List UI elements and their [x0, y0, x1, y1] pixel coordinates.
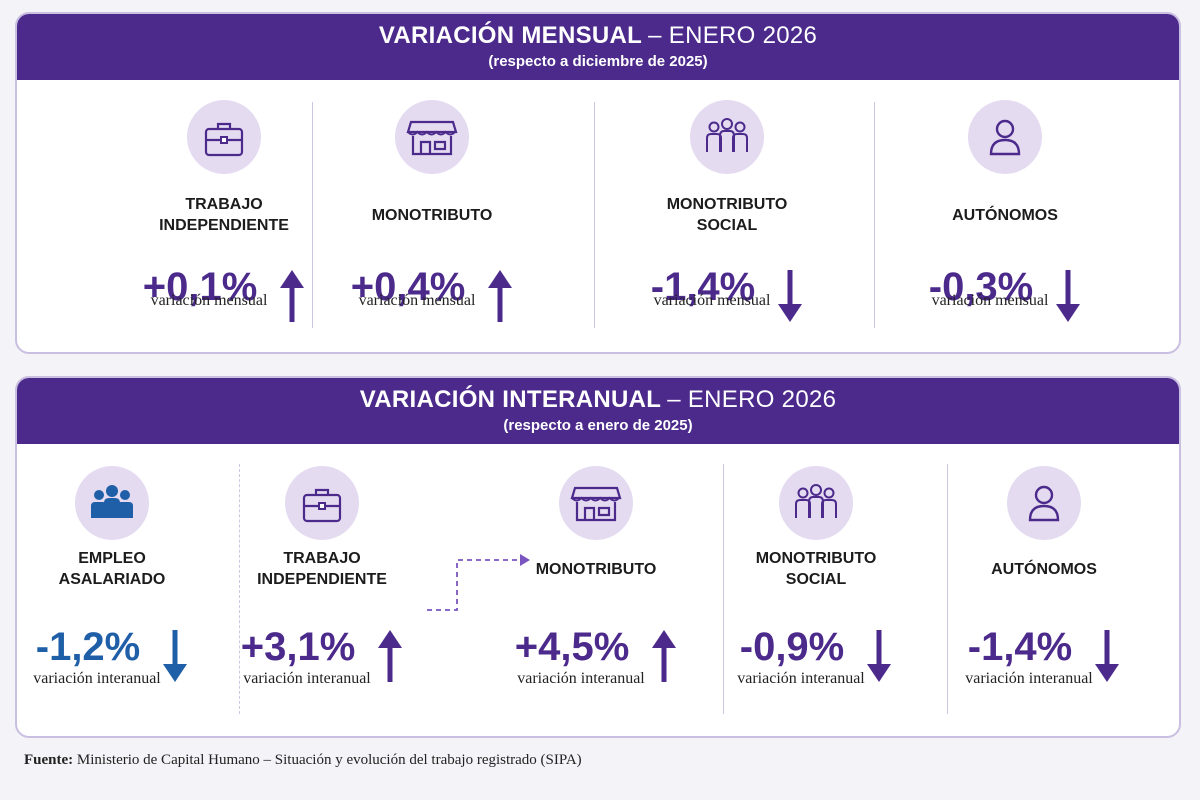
icon-graphic [204, 122, 244, 157]
value-row: +4,5% [481, 610, 711, 684]
indicator-caption: variación mensual [358, 292, 476, 309]
monthly-panel: VARIACIÓN MENSUAL – ENERO 2026 (respecto … [15, 12, 1181, 354]
divider [723, 464, 724, 714]
divider [239, 464, 240, 714]
icon-graphic [706, 118, 748, 152]
icon [559, 466, 633, 540]
indicator-value: +0,4% [350, 264, 466, 309]
arrow-down [163, 630, 188, 682]
arrow-down [1056, 270, 1081, 322]
indicator-caption: variación interanual [737, 670, 865, 687]
divider [594, 102, 595, 328]
icon-graphic [91, 485, 133, 518]
indicator-label: AUTÓNOMOS [991, 560, 1097, 578]
indicator-label: MONOTRIBUTO SOCIAL [755, 550, 877, 588]
source-label: Fuente: [24, 752, 74, 768]
title-period: – ENERO 2026 [667, 386, 837, 413]
indicator-value: -1,2% [35, 624, 141, 669]
value-row: -1,2% [17, 610, 227, 684]
panel-title: VARIACIÓN INTERANUAL – ENERO 2026 [17, 386, 1179, 414]
value-row: +0,4% [317, 250, 547, 324]
indicator-value: +0,1% [142, 264, 258, 309]
arrow-up [652, 630, 677, 682]
divider [312, 102, 313, 328]
indicator-caption: variación mensual [653, 292, 771, 309]
panel-subtitle: (respecto a diciembre de 2025) [488, 53, 708, 70]
divider [947, 464, 948, 714]
panel-title: VARIACIÓN MENSUAL – ENERO 2026 [17, 22, 1179, 50]
flow-arrow [427, 554, 530, 611]
indicator-caption: variación interanual [33, 670, 161, 687]
title: VARIACIÓN MENSUAL [378, 22, 643, 49]
indicator-value: +4,5% [514, 624, 630, 669]
divider [874, 102, 875, 328]
icon [968, 100, 1042, 174]
source: Ministerio de Capital Humano – Situación… [76, 752, 582, 768]
indicator-label: TRABAJO INDEPENDIENTE [257, 550, 387, 588]
indicator-value: -1,4% [650, 264, 756, 309]
indicator-value: -0,9% [739, 624, 845, 669]
value-row: -0,9% [701, 610, 931, 684]
icon-graphic [795, 484, 837, 518]
panel-subtitle: (respecto a enero de 2025) [503, 417, 693, 434]
indicator-label: MONOTRIBUTO [535, 560, 657, 578]
panel-header: VARIACIÓN MENSUAL – ENERO 2026 (respecto … [17, 14, 1179, 80]
value-row: +3,1% [207, 610, 437, 684]
icon-graphic [406, 120, 458, 156]
value-row: -0,3% [890, 250, 1120, 324]
indicator-label: EMPLEO ASALARIADO [58, 550, 166, 588]
source-note: Fuente: Ministerio de Capital Humano – S… [24, 752, 582, 769]
icon [779, 466, 853, 540]
icon [1007, 466, 1081, 540]
arrow-down [867, 630, 892, 682]
icon-graphic [570, 486, 622, 522]
indicator-caption: variación interanual [965, 670, 1093, 687]
indicator-caption: variación interanual [243, 670, 371, 687]
arrow-up [488, 270, 513, 322]
indicator-caption: variación interanual [517, 670, 645, 687]
value-row: -1,4% [929, 610, 1159, 684]
title: VARIACIÓN INTERANUAL [359, 386, 662, 413]
panel-header: VARIACIÓN INTERANUAL – ENERO 2026 (respec… [17, 378, 1179, 444]
arrow-down [778, 270, 803, 322]
value-row: +0,1% [109, 250, 339, 324]
title-period: – ENERO 2026 [648, 22, 818, 49]
icon-graphic [989, 119, 1021, 156]
value-row: -1,4% [612, 250, 842, 324]
indicator-value: -1,4% [967, 624, 1073, 669]
icon-graphic [302, 488, 342, 523]
arrow-up [378, 630, 403, 682]
indicator-value: +3,1% [240, 624, 356, 669]
indicator-caption: variación mensual [931, 292, 1049, 309]
icon [395, 100, 469, 174]
arrow-up [280, 270, 305, 322]
indicator-value: -0,3% [928, 264, 1034, 309]
indicator-label: MONOTRIBUTO [371, 206, 493, 224]
indicator-label: MONOTRIBUTO SOCIAL [666, 196, 788, 234]
icon [285, 466, 359, 540]
icon-graphic [1028, 485, 1060, 522]
icon [187, 100, 261, 174]
icon [690, 100, 764, 174]
indicator-caption: variación mensual [150, 292, 268, 309]
icon [75, 466, 149, 540]
yearly-panel: VARIACIÓN INTERANUAL – ENERO 2026 (respec… [15, 376, 1181, 738]
indicator-label: TRABAJO INDEPENDIENTE [159, 196, 289, 234]
indicator-label: AUTÓNOMOS [952, 206, 1058, 224]
arrow-down [1095, 630, 1120, 682]
